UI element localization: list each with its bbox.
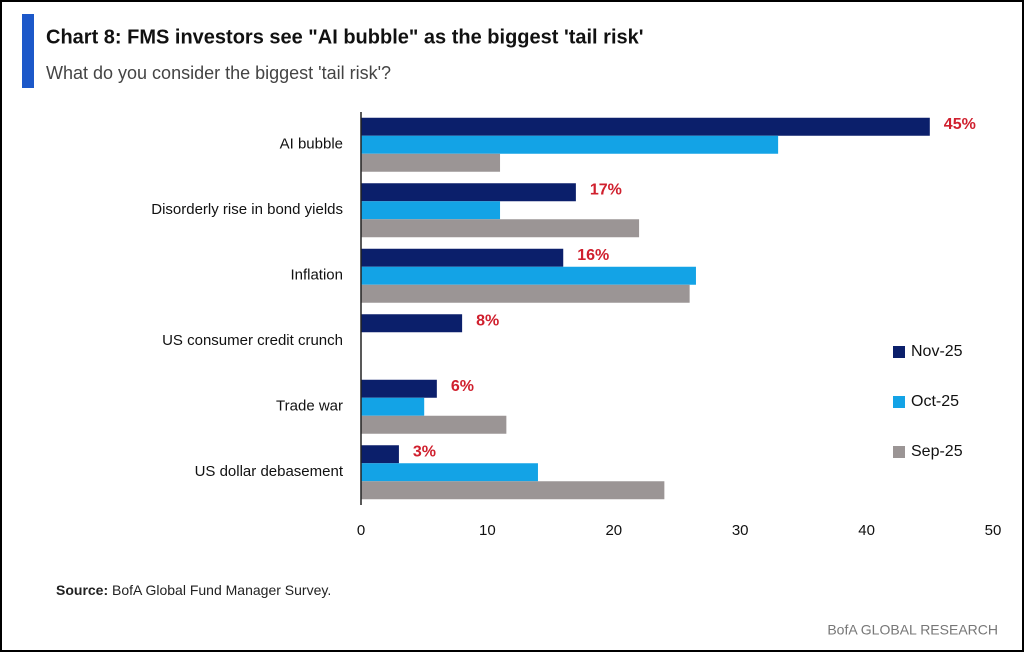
legend-label: Oct-25 [911,393,959,410]
legend-swatch [893,346,905,358]
bar [361,135,779,154]
x-tick-label: 50 [985,522,1002,539]
legend-swatch [893,396,905,408]
value-label: 17% [590,181,622,198]
value-label: 8% [476,312,499,329]
bar [361,463,538,482]
bar [361,481,665,500]
category-label: Inflation [290,267,343,284]
value-label: 45% [944,116,976,133]
bar [361,314,463,333]
x-tick-label: 10 [479,522,496,539]
brand: BofA GLOBAL RESEARCH [827,622,998,638]
bar [361,415,507,434]
bar [361,266,696,285]
category-label: US consumer credit crunch [162,332,343,349]
source-label: Source: [56,582,108,598]
bar [361,397,425,416]
bar [361,153,501,172]
value-label: 6% [451,378,474,395]
x-tick-label: 30 [732,522,749,539]
bar [361,117,930,136]
accent-bar [22,14,34,88]
source-text: BofA Global Fund Manager Survey. [112,582,331,598]
bar [361,248,564,267]
category-label: AI bubble [280,136,343,153]
value-label: 16% [577,247,609,264]
legend-swatch [893,446,905,458]
chart-subtitle: What do you consider the biggest 'tail r… [46,63,391,83]
x-tick-label: 20 [605,522,622,539]
bar [361,445,399,464]
bar [361,284,690,303]
category-label: Disorderly rise in bond yields [151,201,343,218]
chart-title: Chart 8: FMS investors see "AI bubble" a… [46,26,644,48]
category-label: Trade war [276,398,343,415]
bar [361,379,437,398]
legend-label: Nov-25 [911,343,963,360]
legend-label: Sep-25 [911,443,963,460]
x-tick-label: 40 [858,522,875,539]
bar [361,201,501,220]
x-tick-label: 0 [357,522,365,539]
value-label: 3% [413,443,436,460]
bar [361,183,576,202]
bar [361,219,640,238]
category-label: US dollar debasement [195,463,344,480]
source: Source: BofA Global Fund Manager Survey. [56,582,331,598]
